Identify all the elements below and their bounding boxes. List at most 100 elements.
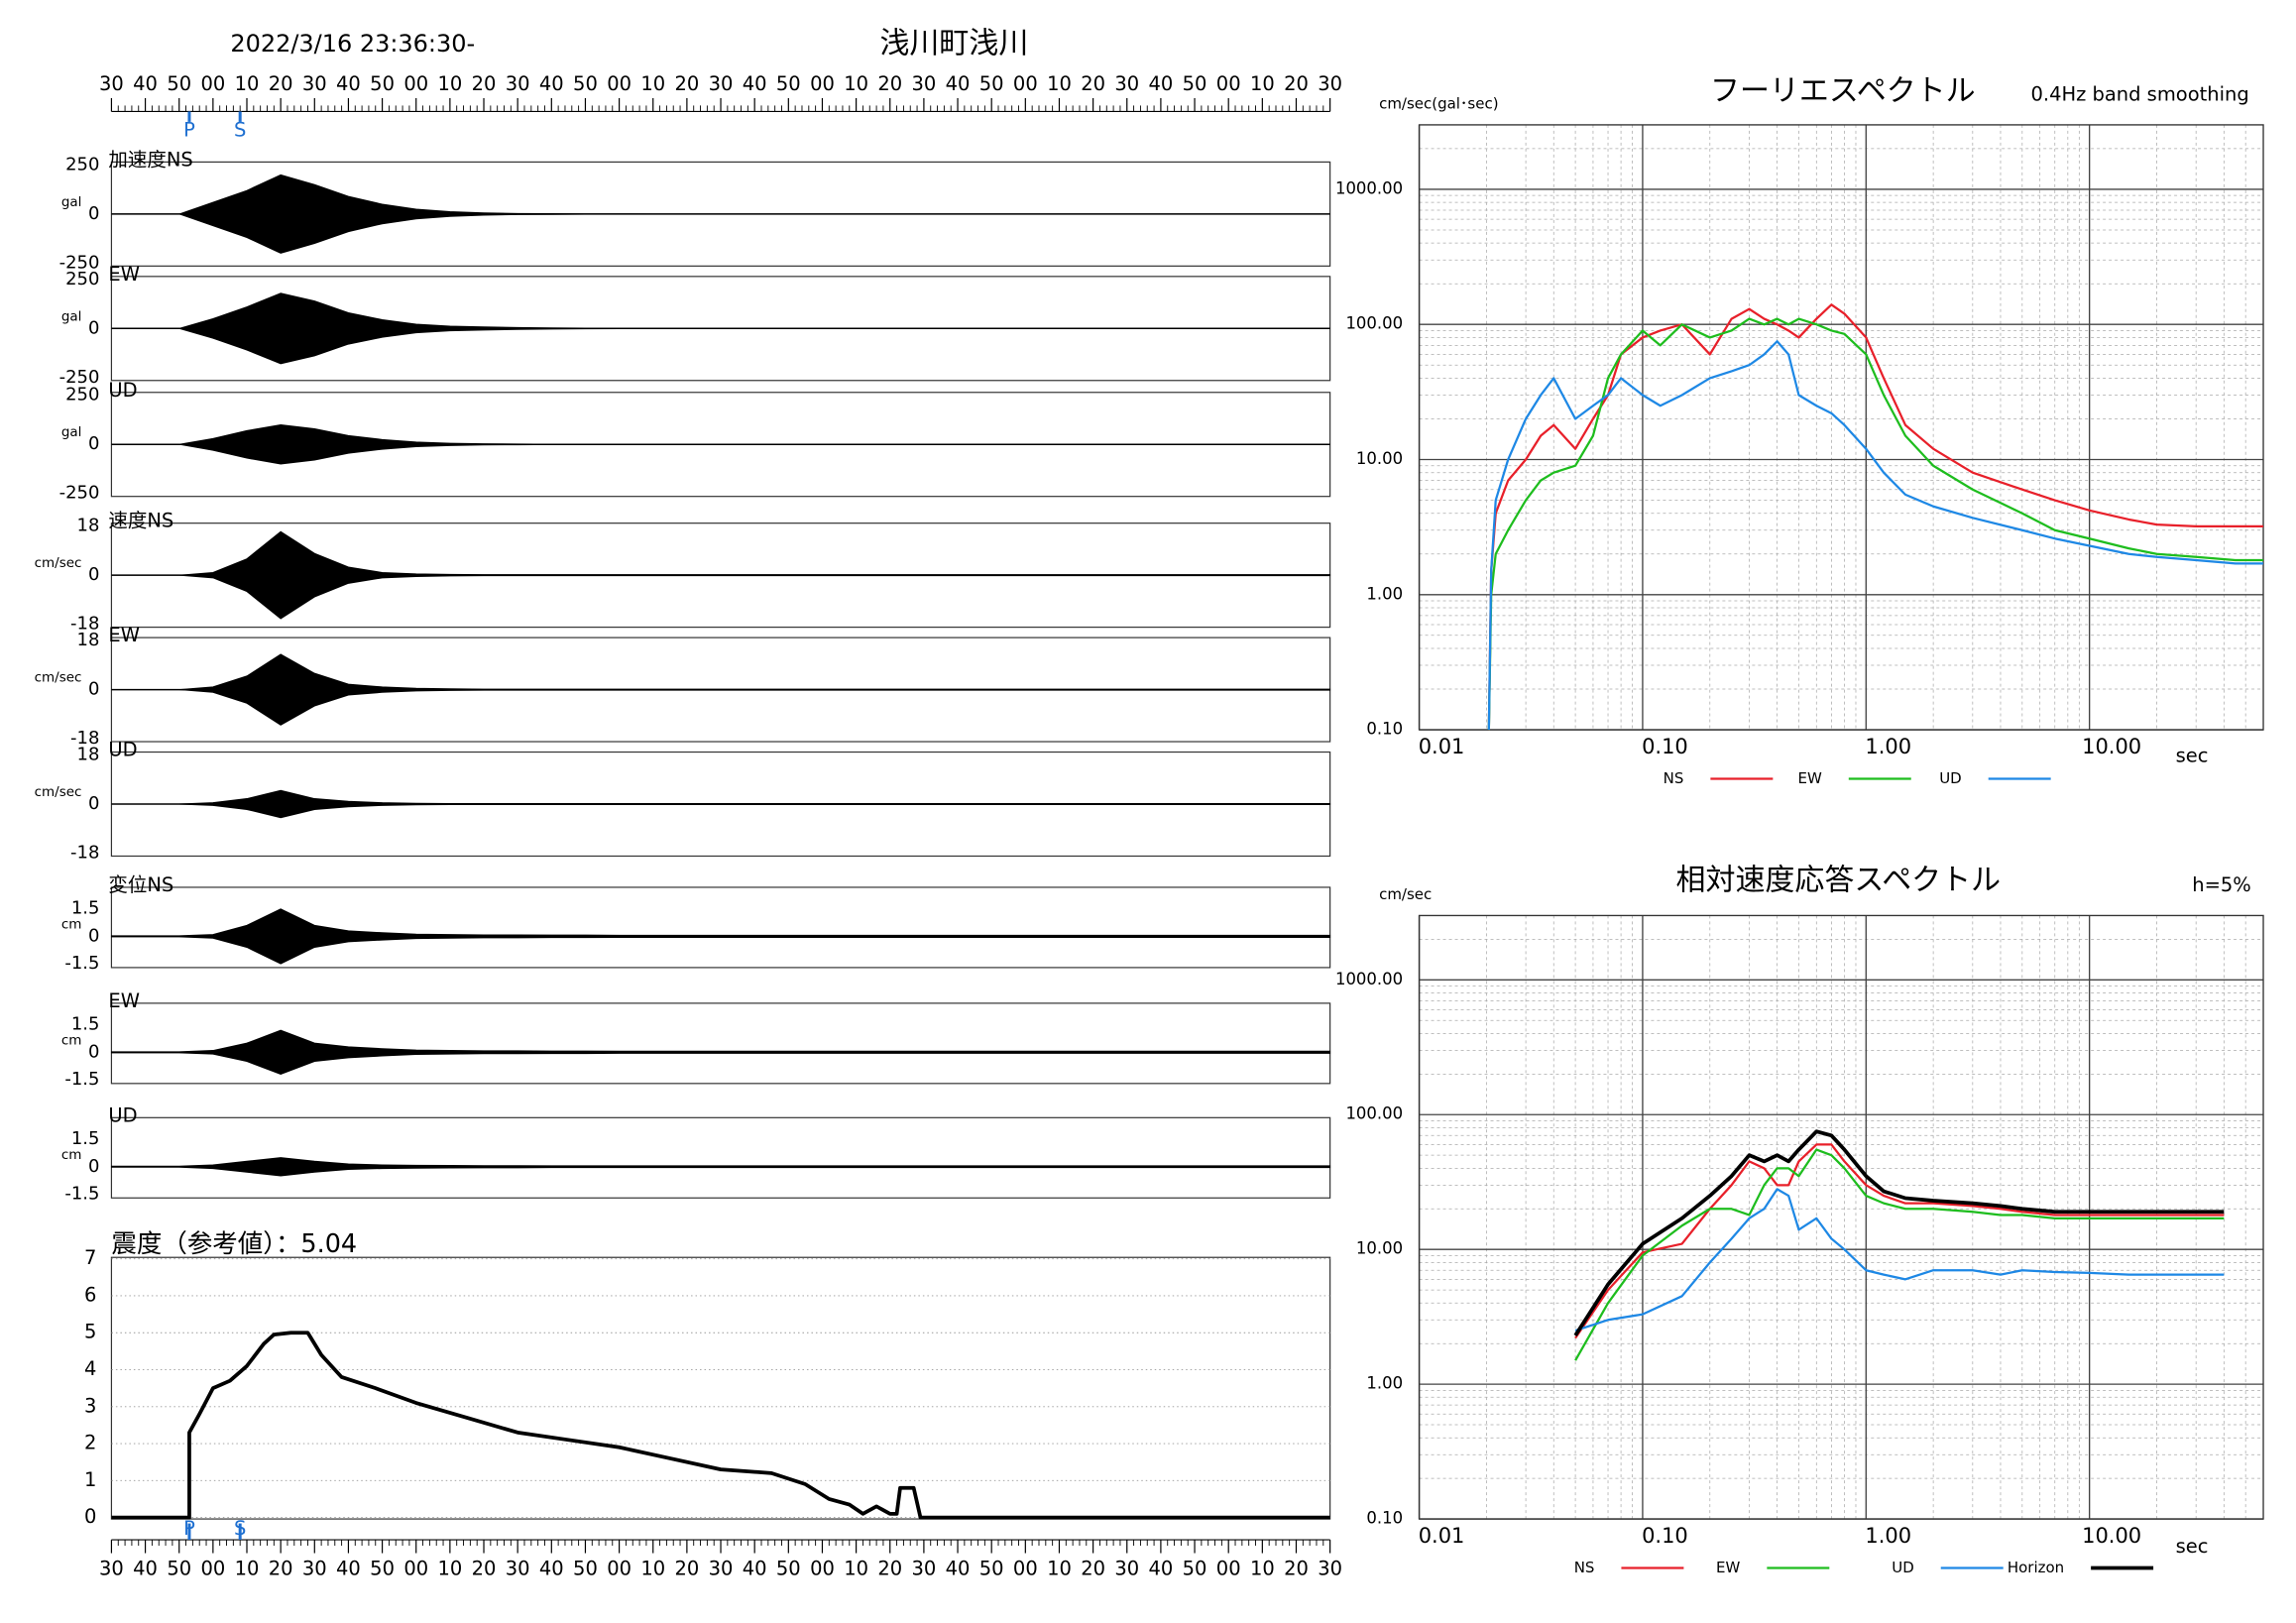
panel-frame xyxy=(110,1002,1331,1085)
y-tick-label: 0 xyxy=(88,793,99,814)
y-tick-label: 0 xyxy=(88,433,99,454)
bottom-tick-label: 00 xyxy=(1216,1558,1241,1580)
bottom-tick-label: 00 xyxy=(1013,1558,1038,1580)
bottom-tick-label: 30 xyxy=(302,1558,327,1580)
top-tick-label: 10 xyxy=(437,72,462,95)
waveform-envelope xyxy=(110,1157,1331,1177)
panel-label: 変位NS xyxy=(108,873,173,896)
bottom-tick-label: 50 xyxy=(167,1558,191,1580)
plot-frame xyxy=(1418,914,2264,1520)
top-tick-label: 00 xyxy=(403,72,428,95)
y-tick-label: -1.5 xyxy=(64,1184,99,1205)
y-tick-label: -18 xyxy=(70,728,99,749)
panel-label: 速度NS xyxy=(108,510,173,532)
waveform-envelope xyxy=(111,174,1330,254)
bottom-tick-label: 20 xyxy=(472,1558,497,1580)
spectrum-line xyxy=(1487,317,2264,731)
top-tick-label: 50 xyxy=(1183,72,1207,95)
y-tick-label: 7 xyxy=(84,1246,96,1269)
x-tick-label: 0.01 xyxy=(1419,735,1465,758)
top-tick-label: 50 xyxy=(776,72,801,95)
spectrum-line xyxy=(1487,340,2264,731)
bottom-tick-label: 50 xyxy=(776,1558,801,1580)
y-tick-label: 250 xyxy=(65,154,99,174)
bottom-tick-label: 10 xyxy=(1047,1558,1072,1580)
legend-label: Horizon xyxy=(2008,1559,2064,1576)
top-tick-label: 30 xyxy=(709,72,734,95)
bottom-tick-label: 40 xyxy=(133,1558,158,1580)
y-tick-label: 18 xyxy=(77,745,100,765)
waveform-envelope xyxy=(111,789,1331,819)
top-tick-label: 30 xyxy=(1114,72,1139,95)
spectrum-line xyxy=(1574,1143,2225,1339)
y-tick-label: -250 xyxy=(59,483,100,504)
panel-unit: cm/sec xyxy=(35,670,82,686)
bottom-tick-label: 00 xyxy=(607,1558,631,1580)
top-tick-label: 20 xyxy=(674,72,699,95)
top-tick-label: 40 xyxy=(539,72,564,95)
top-tick-label: 50 xyxy=(979,72,1004,95)
fourier-title: フーリエスペクトル xyxy=(1710,73,1976,108)
waveform-envelope xyxy=(110,908,1331,965)
top-tick-label: 40 xyxy=(133,72,158,95)
response-y-label: cm/sec xyxy=(1379,885,1432,903)
panel-label: EW xyxy=(108,989,140,1012)
legend-label: EW xyxy=(1798,769,1822,787)
top-tick-label: 10 xyxy=(1250,72,1275,95)
top-tick-label: 20 xyxy=(269,72,293,95)
y-tick-label: 1 xyxy=(84,1468,96,1491)
panel-unit: gal xyxy=(61,194,82,210)
waveform-envelope xyxy=(110,1029,1331,1076)
y-tick-label: 0.10 xyxy=(1366,1509,1403,1528)
spectrum-line xyxy=(1573,1129,2225,1336)
top-tick-label: 20 xyxy=(472,72,497,95)
bottom-tick-label: 10 xyxy=(437,1558,462,1580)
x-tick-label: 1.00 xyxy=(1865,1524,1911,1548)
y-tick-label: 1000.00 xyxy=(1335,970,1403,988)
y-tick-label: 5 xyxy=(84,1321,96,1343)
y-tick-label: -250 xyxy=(59,367,100,388)
bottom-tick-label: 50 xyxy=(573,1558,598,1580)
bottom-tick-label: 20 xyxy=(674,1558,699,1580)
top-tick-label: 10 xyxy=(640,72,665,95)
fourier-y-label: cm/sec(gal･sec) xyxy=(1379,94,1498,112)
y-tick-label: -18 xyxy=(70,614,99,635)
panel-frame xyxy=(110,886,1331,969)
legend-label: EW xyxy=(1716,1559,1740,1576)
y-tick-label: 0 xyxy=(84,1505,96,1528)
intensity-title: 震度（参考値）：5.04 xyxy=(111,1229,357,1259)
phase-label: P xyxy=(183,118,195,141)
top-tick-label: 00 xyxy=(607,72,631,95)
panel-unit: gal xyxy=(61,308,82,324)
top-tick-label: 40 xyxy=(743,72,767,95)
panel-unit: cm/sec xyxy=(35,555,82,571)
y-tick-label: 10.00 xyxy=(1356,449,1403,468)
top-tick-label: 10 xyxy=(844,72,868,95)
bottom-tick-label: 40 xyxy=(743,1558,767,1580)
y-tick-label: 0 xyxy=(88,925,99,946)
top-tick-label: 50 xyxy=(167,72,191,95)
top-tick-label: 10 xyxy=(1047,72,1072,95)
y-tick-label: -1.5 xyxy=(64,953,99,974)
bottom-tick-label: 10 xyxy=(235,1558,260,1580)
x-tick-label: 10.00 xyxy=(2082,1524,2141,1548)
phase-label: S xyxy=(234,1517,246,1540)
legend-label: UD xyxy=(1939,769,1962,787)
bottom-tick-label: 50 xyxy=(1183,1558,1207,1580)
spectrum-line xyxy=(1487,303,2264,731)
y-tick-label: 0 xyxy=(88,317,99,338)
y-tick-label: 100.00 xyxy=(1345,1104,1403,1123)
bottom-tick-label: 00 xyxy=(403,1558,428,1580)
legend-label: NS xyxy=(1574,1559,1595,1576)
panel-unit: cm xyxy=(61,916,82,932)
bottom-tick-label: 50 xyxy=(979,1558,1004,1580)
panel-label: 加速度NS xyxy=(108,148,192,171)
y-tick-label: 2 xyxy=(84,1432,96,1454)
waveform-envelope xyxy=(111,530,1331,620)
panel-label: UD xyxy=(108,739,137,761)
bottom-tick-label: 20 xyxy=(1284,1558,1309,1580)
top-tick-label: 30 xyxy=(302,72,327,95)
intensity-frame xyxy=(110,1256,1331,1520)
top-tick-label: 00 xyxy=(200,72,225,95)
